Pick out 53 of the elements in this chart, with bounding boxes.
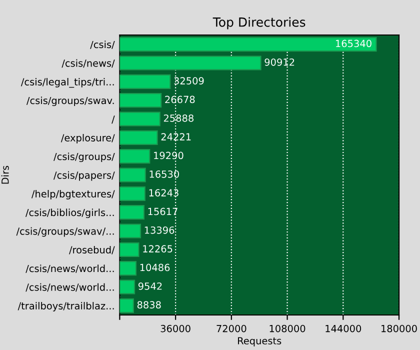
y-tick-label: /csis/biblios/girls... [25,208,114,218]
data-label: 13396 [144,226,174,234]
bar [120,56,262,70]
bar [120,37,377,52]
bar [120,93,162,108]
data-label: 10486 [140,264,170,272]
bar [120,224,142,238]
data-label: 19290 [154,152,184,160]
data-label: 26678 [165,96,195,104]
data-label: 90912 [264,58,294,66]
data-label: 12265 [143,245,172,252]
data-label: 25888 [164,114,194,122]
y-tick-label: /explosure/ [60,134,115,144]
data-label: 15617 [148,208,178,216]
bar [120,168,146,182]
y-tick-label: /trailboys/trailblaz... [18,302,114,312]
x-tick-label: 144000 [326,324,362,332]
y-tick-label: / [112,116,115,124]
y-tick-label: /csis/news/world... [26,264,114,273]
bar [120,112,160,126]
y-tick-label: /csis/groups/swav. [26,96,114,106]
x-tick-label: 108000 [270,324,306,332]
x-tick-label: 180000 [382,324,417,332]
y-tick-label: /rosebud/ [69,246,115,254]
bar [120,280,136,294]
y-tick-label: /help/bgtextures/ [31,190,115,200]
y-tick-label: /csis/groups/swav/... [16,227,114,237]
bar [120,242,140,257]
x-tick-label: 72000 [216,324,246,332]
data-label: 16530 [150,170,179,178]
data-label: 8838 [137,301,161,308]
bar [120,186,146,201]
chart-title: Top Directories [212,17,306,30]
bar [120,130,158,145]
bar [120,149,150,164]
bar [120,261,137,276]
data-label: 24221 [161,133,191,140]
y-tick-label: /csis/ [90,40,115,49]
y-tick-label: /csis/news/world... [26,283,114,292]
data-label: 165340 [336,40,372,48]
x-tick-label: 36000 [160,324,190,332]
data-label: 32509 [174,77,204,84]
bar [120,298,134,313]
data-label: 9542 [138,282,162,290]
bar [120,205,144,220]
y-tick-label: /csis/news/ [62,59,115,68]
y-axis-title: Dirs [1,166,9,184]
y-tick-label: /csis/legal_tips/tri... [20,78,114,88]
y-tick-label: /csis/papers/ [53,171,115,181]
data-label: 16243 [149,189,178,196]
y-tick-label: /csis/groups/ [54,152,115,162]
bar [120,74,171,89]
x-axis-title: Requests [238,337,282,346]
